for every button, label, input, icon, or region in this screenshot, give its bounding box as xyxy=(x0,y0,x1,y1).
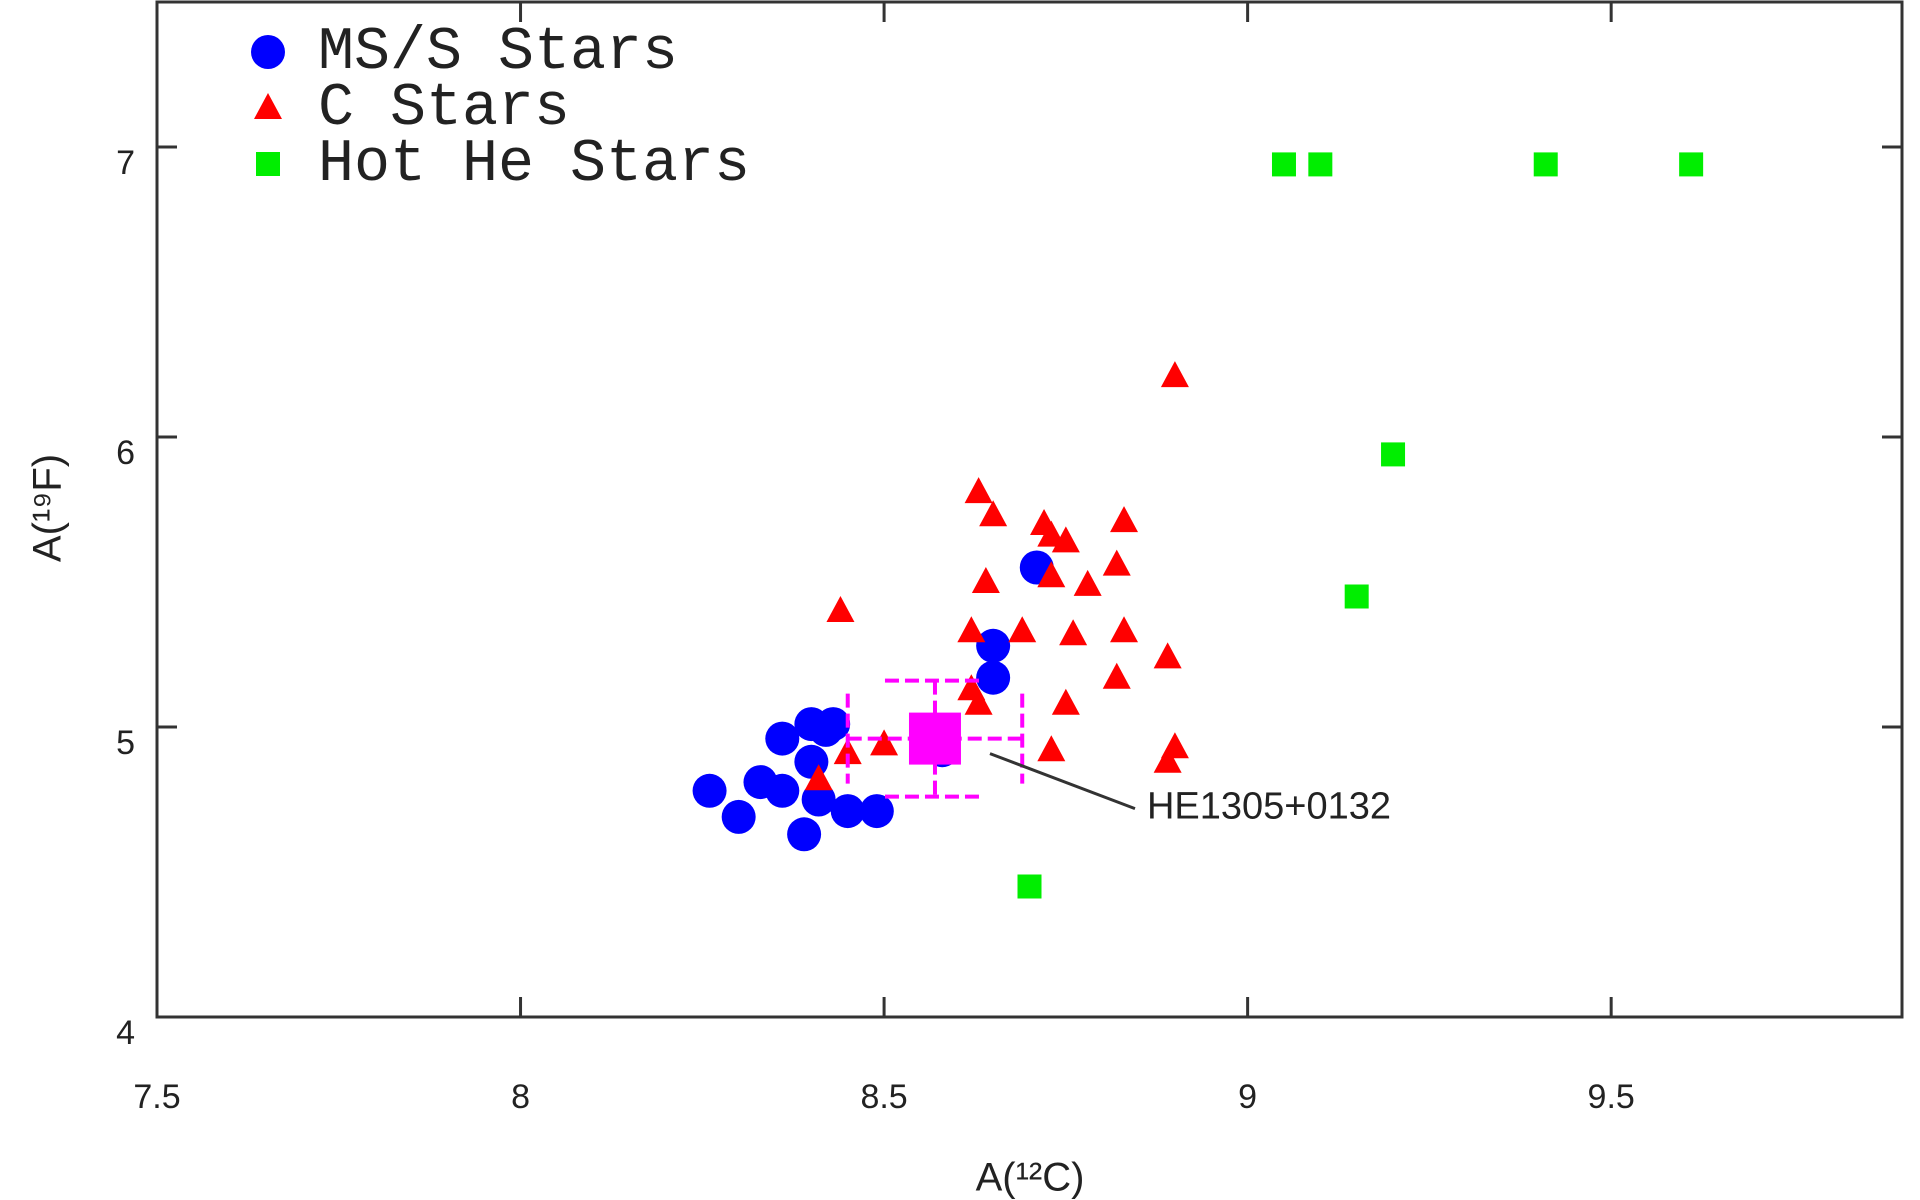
x-tick-label: 9.5 xyxy=(1588,1078,1635,1116)
x-tick-label: 8 xyxy=(511,1078,530,1116)
legend-label: Hot He Stars xyxy=(318,131,750,199)
y-tick-label: 5 xyxy=(116,724,135,762)
y-axis-title: A(¹⁹F) xyxy=(26,454,70,562)
x-tick-label: 7.5 xyxy=(133,1078,180,1116)
plot-frame xyxy=(155,0,1904,1019)
legend-label: MS/S Stars xyxy=(318,19,678,87)
data-point xyxy=(964,477,993,504)
data-point xyxy=(826,596,855,622)
x-tick-label: 9 xyxy=(1238,1078,1257,1116)
data-point xyxy=(1073,569,1102,596)
y-tick-label: 4 xyxy=(116,1014,135,1052)
data-point xyxy=(787,817,822,852)
data-point xyxy=(801,782,836,817)
data-point xyxy=(1110,616,1139,643)
y-tick-label: 7 xyxy=(116,144,135,182)
data-point xyxy=(979,500,1008,527)
data-point xyxy=(1102,549,1131,576)
data-point xyxy=(971,567,1000,593)
highlight-point xyxy=(908,712,961,765)
annotation-label: HE1305+0132 xyxy=(1147,786,1391,828)
data-point xyxy=(1051,526,1080,553)
legend-marker xyxy=(254,93,282,119)
data-point xyxy=(1037,735,1066,762)
data-point xyxy=(1679,152,1704,177)
data-point xyxy=(765,721,800,756)
data-point xyxy=(1344,584,1369,609)
data-point xyxy=(1059,619,1088,646)
data-point xyxy=(859,794,894,829)
y-tick-label: 6 xyxy=(116,434,135,472)
data-point xyxy=(1008,616,1037,643)
data-point xyxy=(1271,152,1296,177)
data-point xyxy=(1381,442,1406,467)
legend-marker xyxy=(251,35,285,69)
annotation-line xyxy=(989,752,1136,811)
data-point xyxy=(976,660,1011,695)
x-axis-title: A(¹²C) xyxy=(976,1156,1085,1200)
data-point xyxy=(1153,746,1182,773)
data-point xyxy=(976,628,1011,663)
data-point xyxy=(1308,152,1333,177)
x-tick-label: 8.5 xyxy=(860,1078,907,1116)
data-point xyxy=(1153,642,1182,669)
data-point xyxy=(1037,561,1066,588)
data-point xyxy=(804,764,833,791)
data-point xyxy=(870,729,899,756)
data-point xyxy=(692,773,727,808)
data-point xyxy=(1051,688,1080,715)
data-point xyxy=(765,773,800,808)
data-point xyxy=(1017,874,1042,899)
legend-marker xyxy=(256,152,280,176)
data-point xyxy=(1160,732,1189,759)
data-point xyxy=(1533,152,1558,177)
data-point xyxy=(833,738,862,765)
data-point xyxy=(721,799,756,834)
data-point xyxy=(1110,506,1139,533)
data-point xyxy=(1102,662,1131,689)
data-point xyxy=(1160,361,1189,388)
data-point xyxy=(957,616,986,643)
data-point xyxy=(1037,520,1066,547)
data-point xyxy=(816,707,851,742)
data-point xyxy=(964,688,993,715)
data-point xyxy=(830,794,865,829)
legend-label: C Stars xyxy=(318,75,570,143)
